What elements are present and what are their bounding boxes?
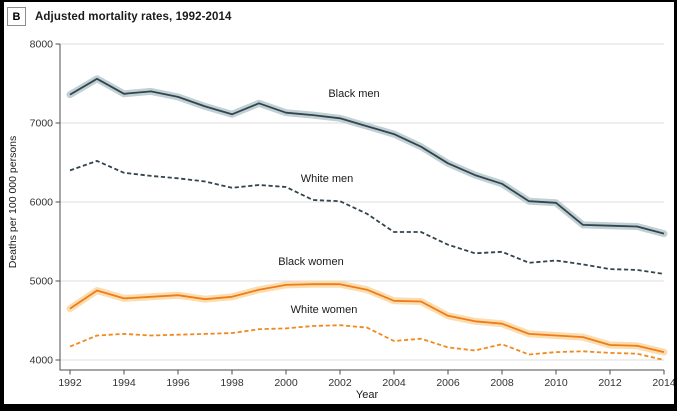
x-tick-label: 2002 xyxy=(328,377,352,389)
x-tick-label: 1992 xyxy=(58,377,82,389)
x-tick-label: 2004 xyxy=(382,377,406,389)
series-white-men: White men xyxy=(69,159,665,275)
chart: 4000 5000 6000 7000 8000 1992 1994 1996 1998 2000… xyxy=(7,39,674,402)
series-label-white-men: White men xyxy=(301,173,354,185)
series-label-white-women: White women xyxy=(291,304,358,316)
x-axis-title: Year xyxy=(356,389,379,401)
y-tick-label: 5000 xyxy=(30,276,54,288)
y-tick-label: 7000 xyxy=(30,118,54,130)
series-line-black-men xyxy=(69,77,665,235)
axes: 4000 5000 6000 7000 8000 1992 1994 1996 1998 2000… xyxy=(7,39,674,402)
y-tick-label: 4000 xyxy=(30,355,54,367)
x-tick-label: 2010 xyxy=(544,377,568,389)
series-line-white-men xyxy=(69,159,665,275)
figure-header: B Adjusted mortality rates, 1992-2014 xyxy=(7,7,232,26)
axis-lines xyxy=(59,44,664,371)
x-tick-label: 2000 xyxy=(274,377,298,389)
x-tick-label: 2006 xyxy=(436,377,460,389)
series-line-black-women xyxy=(69,283,665,353)
x-tick-label: 2012 xyxy=(598,377,622,389)
x-tick-label: 2014 xyxy=(652,377,674,389)
series-label-black-men: Black men xyxy=(328,88,379,100)
x-tick-label: 2008 xyxy=(490,377,514,389)
series-ci-band-black-men xyxy=(66,75,668,238)
gridlines xyxy=(60,43,664,361)
x-tick-label: 1994 xyxy=(112,377,136,389)
series-ci-band-black-women xyxy=(66,280,668,356)
y-axis-title: Deaths per 100 000 persons xyxy=(7,136,19,269)
x-tick-label: 1998 xyxy=(220,377,244,389)
x-tick-label: 1996 xyxy=(166,377,190,389)
series-white-women: White women xyxy=(69,304,665,361)
y-tick-label: 8000 xyxy=(30,39,54,51)
y-tick-label: 6000 xyxy=(30,197,54,209)
panel-title: Adjusted mortality rates, 1992-2014 xyxy=(35,10,232,23)
series-black-men: Black men xyxy=(66,75,668,238)
series-black-women: Black women xyxy=(66,256,668,356)
series-label-black-women: Black women xyxy=(278,256,343,268)
panel-letter-badge: B xyxy=(7,7,26,26)
series-line-white-women xyxy=(69,324,665,361)
